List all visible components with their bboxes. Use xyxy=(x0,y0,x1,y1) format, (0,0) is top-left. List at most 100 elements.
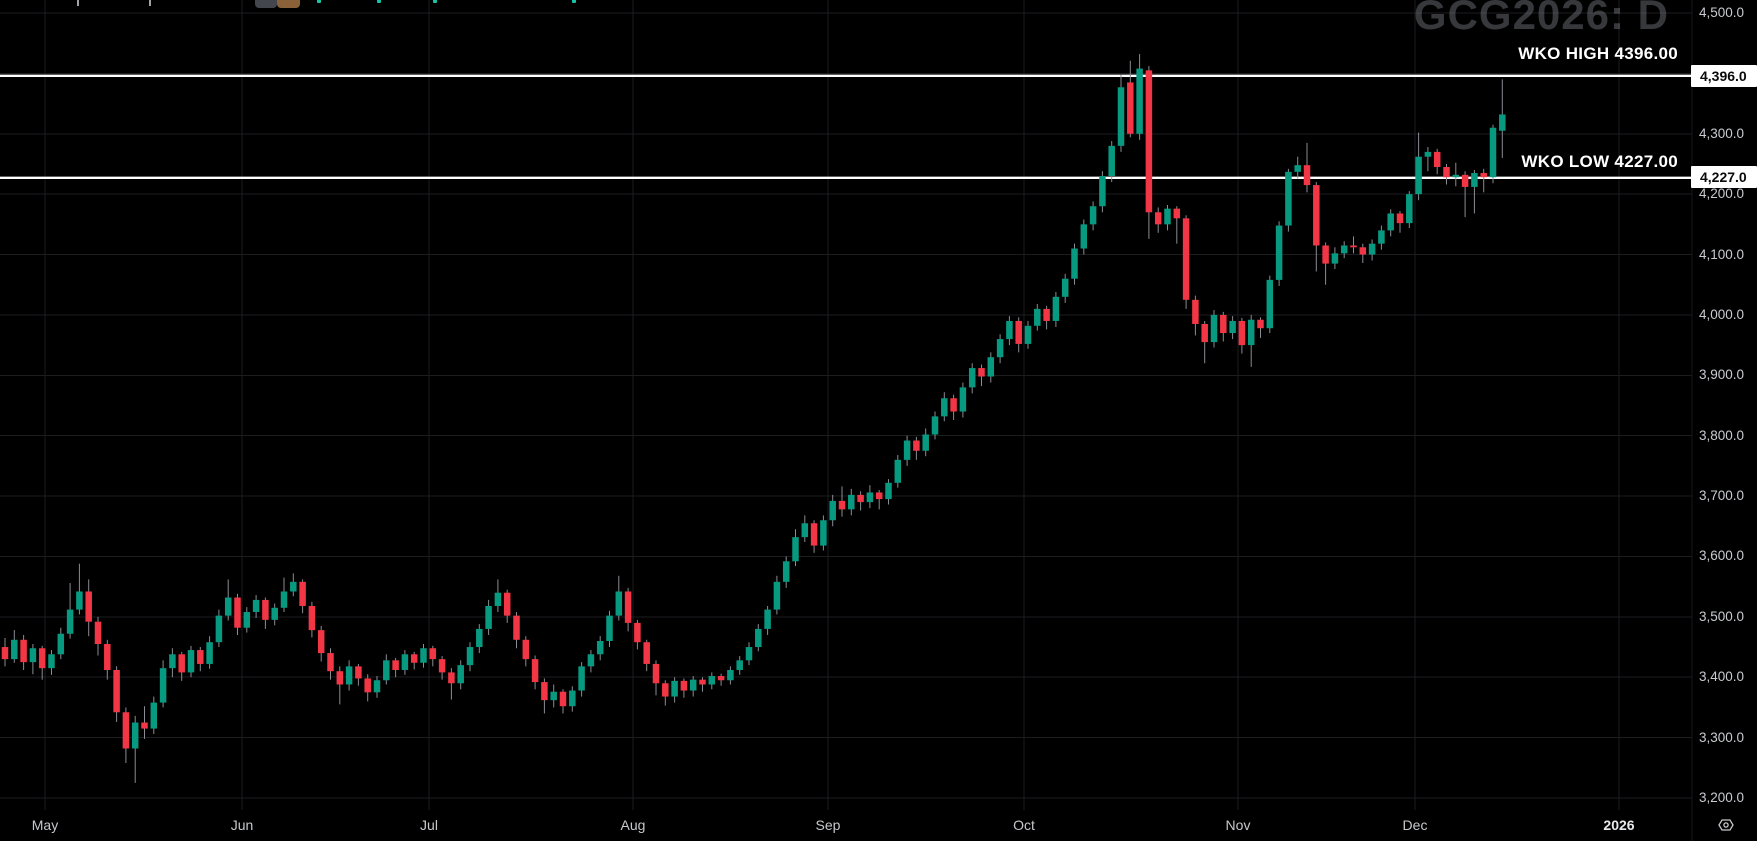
candle-up xyxy=(736,660,743,670)
candle-down xyxy=(541,682,548,701)
candle-up xyxy=(1471,173,1478,187)
time-axis-settings-icon[interactable] xyxy=(1717,816,1735,834)
candle-down xyxy=(717,676,725,681)
candle-up xyxy=(252,599,260,613)
candle-up xyxy=(801,523,809,538)
price-tick-label: 4,200.0 xyxy=(1699,186,1745,202)
candle-up xyxy=(1117,87,1125,146)
candle-up xyxy=(1024,325,1032,344)
candle-down xyxy=(1182,218,1190,300)
price-tick-label: 3,900.0 xyxy=(1699,367,1745,383)
candle-down xyxy=(448,672,455,684)
wko-high-label: WKO HIGH 4396.00 xyxy=(1518,44,1678,63)
candle-up xyxy=(1331,253,1339,264)
candle-down xyxy=(503,592,511,616)
candle-up xyxy=(1489,127,1497,178)
candle-up xyxy=(476,628,483,648)
price-tick-label: 3,300.0 xyxy=(1699,729,1745,745)
candle-up xyxy=(671,680,678,697)
candle-down xyxy=(531,659,539,683)
candle-up xyxy=(494,592,502,606)
candle-down xyxy=(262,599,269,620)
candle-up xyxy=(1415,156,1422,195)
candle-down xyxy=(1303,165,1311,186)
candle-up xyxy=(466,647,474,666)
price-tick-label: 4,500.0 xyxy=(1699,5,1745,20)
candle-down xyxy=(1145,70,1153,213)
month-tick-label: Aug xyxy=(620,817,646,833)
month-tick-label: Dec xyxy=(1402,817,1428,833)
cutoff-indicator-dot xyxy=(433,0,437,3)
cutoff-mark xyxy=(77,0,79,6)
candle-up xyxy=(903,440,911,460)
candle-down xyxy=(327,653,334,672)
candle-up xyxy=(1071,248,1078,279)
candle-up xyxy=(1229,320,1236,334)
wko-low-price-badge: 4,227.0 xyxy=(1691,166,1757,188)
candle-up xyxy=(1340,245,1348,254)
candle-down xyxy=(838,500,846,510)
candle-up xyxy=(885,482,892,500)
cutoff-mark xyxy=(149,0,151,6)
candle-up xyxy=(1061,278,1069,297)
candle-down xyxy=(113,669,120,713)
price-tick-label: 3,700.0 xyxy=(1699,488,1745,504)
candle-down xyxy=(85,591,92,622)
candle-up xyxy=(596,641,604,655)
candle-down xyxy=(104,644,111,670)
cutoff-indicator-dot xyxy=(572,0,576,3)
candle-down xyxy=(438,659,446,673)
candle-up xyxy=(996,339,1004,358)
candle-up xyxy=(773,581,781,610)
candle-up xyxy=(11,639,18,660)
candle-down xyxy=(94,621,102,645)
candle-down xyxy=(1350,245,1357,248)
candle-down xyxy=(20,639,27,663)
candle-up xyxy=(206,642,213,664)
candle-up xyxy=(866,492,874,503)
candle-up xyxy=(782,561,790,582)
candle-up xyxy=(615,591,623,616)
candle-up xyxy=(243,612,251,628)
candle-up xyxy=(280,591,288,608)
candle-down xyxy=(1480,173,1487,178)
candle-down xyxy=(1220,314,1227,334)
candle-up xyxy=(169,654,176,669)
candle-up xyxy=(587,654,595,667)
candle-up xyxy=(1499,114,1506,131)
candle-up xyxy=(48,654,55,669)
candle-up xyxy=(457,665,464,684)
candle-down xyxy=(392,660,399,670)
candle-down xyxy=(522,639,530,660)
candle-down xyxy=(1238,320,1246,346)
price-tick-label: 3,200.0 xyxy=(1699,790,1745,805)
candle-down xyxy=(978,368,985,377)
candle-up xyxy=(1266,279,1274,329)
candle-down xyxy=(38,648,46,669)
candle-up xyxy=(66,609,74,634)
candle-up xyxy=(745,647,753,661)
month-tick-label: Jun xyxy=(230,817,254,833)
candle-down xyxy=(662,683,669,697)
candle-up xyxy=(215,615,223,643)
candle-down xyxy=(1313,185,1320,246)
candle-down xyxy=(1461,174,1469,187)
candle-up xyxy=(224,597,232,616)
candle-up xyxy=(922,434,929,451)
price-tick-label: 4,100.0 xyxy=(1699,246,1745,262)
candle-down xyxy=(950,398,957,412)
candle-up xyxy=(1136,68,1143,134)
candle-down xyxy=(875,492,883,500)
candle-up xyxy=(792,537,799,562)
price-tick-label: 4,300.0 xyxy=(1699,125,1745,141)
candle-up xyxy=(1368,243,1376,255)
candle-up xyxy=(1387,213,1394,231)
candle-up xyxy=(420,648,427,663)
candle-down xyxy=(197,650,204,664)
candle-up xyxy=(1108,145,1115,177)
candle-up xyxy=(1089,206,1097,225)
year-tick-label: 2026 xyxy=(1603,817,1635,833)
candle-down xyxy=(364,678,371,693)
